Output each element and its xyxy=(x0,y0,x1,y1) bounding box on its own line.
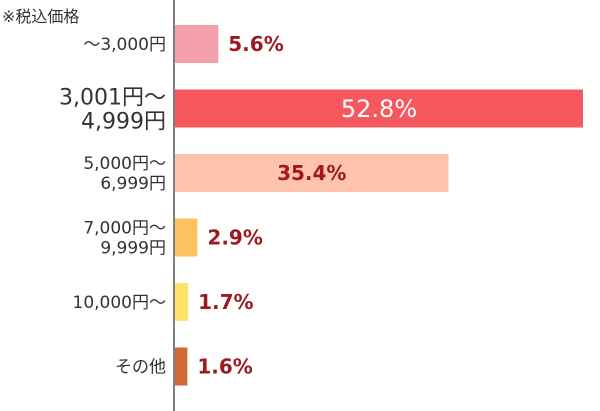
value-label: 5.6% xyxy=(228,32,283,56)
value-label: 35.4% xyxy=(277,161,346,185)
bar xyxy=(175,283,189,321)
category-label: 6,999円 xyxy=(100,174,166,194)
category-label: 5,000円～ xyxy=(83,154,166,174)
value-label: 1.6% xyxy=(197,355,252,379)
category-label: 3,001円～ xyxy=(59,85,166,110)
value-label: 1.7% xyxy=(198,290,253,314)
bar xyxy=(175,25,219,63)
value-label: 2.9% xyxy=(207,226,262,250)
value-label: 52.8% xyxy=(341,95,417,123)
bar xyxy=(175,154,449,192)
category-label: 10,000円～ xyxy=(73,293,166,313)
bar xyxy=(175,347,188,386)
category-label: 4,999円 xyxy=(81,109,166,134)
category-label: ～3,000円 xyxy=(83,35,166,55)
category-label: その他 xyxy=(115,358,166,378)
category-label: 7,000円～ xyxy=(83,219,166,239)
category-label: 9,999円 xyxy=(100,239,166,259)
bar xyxy=(175,218,198,257)
bar xyxy=(175,89,583,128)
tax-included-note: ※税込価格 xyxy=(2,7,79,26)
